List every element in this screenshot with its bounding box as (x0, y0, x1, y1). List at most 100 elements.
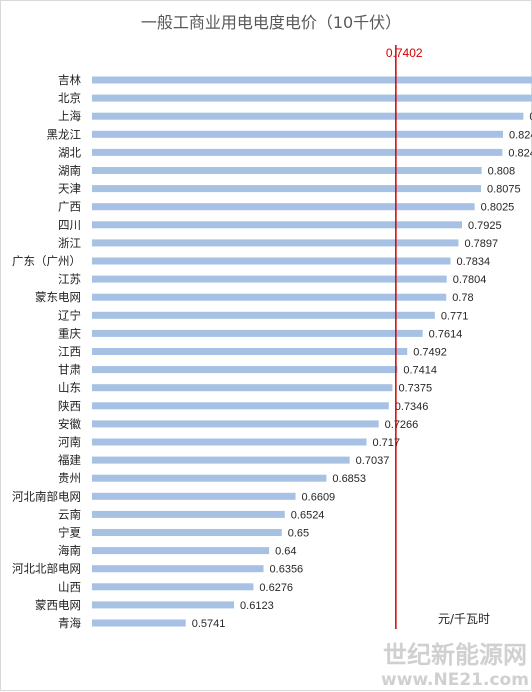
category-label: 河北北部电网 (12, 562, 81, 576)
category-label: 吉林 (58, 73, 81, 87)
bar (92, 492, 296, 500)
bar (92, 547, 270, 555)
bar (92, 601, 235, 609)
category-label: 天津 (58, 182, 81, 196)
category-label: 河北南部电网 (12, 489, 81, 503)
bar (92, 293, 447, 301)
bar (92, 366, 398, 374)
category-label: 福建 (58, 453, 81, 467)
reference-line-label: 0.7402 (386, 46, 423, 60)
bar (92, 420, 379, 428)
category-label: 甘肃 (58, 363, 81, 377)
bar (92, 348, 408, 355)
category-label: 湖北 (58, 145, 81, 159)
value-label: 0.7897 (464, 238, 498, 250)
category-label: 宁夏 (58, 526, 81, 540)
value-label: 0.7925 (468, 220, 502, 232)
category-label: 贵州 (58, 471, 81, 485)
value-label: 0.771 (441, 310, 469, 322)
bar (92, 529, 282, 536)
category-label: 上海 (58, 109, 81, 123)
bar (92, 456, 350, 464)
value-label: 0.841 (529, 111, 532, 123)
category-label: 青海 (58, 616, 81, 630)
value-label: 0.64 (275, 546, 296, 558)
bar (92, 619, 186, 627)
value-label: 0.7037 (356, 455, 390, 467)
bar (92, 185, 481, 193)
bar (92, 329, 423, 337)
category-label: 辽宁 (58, 308, 81, 322)
bars-group (92, 76, 532, 627)
bar (92, 167, 482, 174)
bar (92, 565, 264, 573)
category-label: 云南 (58, 507, 81, 521)
category-label: 安徽 (58, 417, 81, 431)
category-label: 山西 (58, 580, 81, 594)
value-label: 0.808 (488, 166, 516, 178)
category-label: 蒙东电网 (35, 290, 81, 304)
bar (92, 239, 459, 247)
chart-title: 一般工商业用电电度电价（10千伏） (141, 13, 401, 32)
category-label: 浙江 (58, 236, 81, 250)
category-label: 四川 (58, 218, 81, 232)
bar (92, 474, 327, 482)
value-label: 0.6356 (270, 564, 304, 576)
value-label: 0.8244 (508, 147, 532, 159)
value-label: 0.8249 (509, 129, 532, 141)
bar (92, 257, 451, 265)
category-label: 蒙西电网 (35, 598, 81, 612)
bar (92, 384, 393, 392)
bar (92, 583, 254, 591)
category-label: 北京 (58, 91, 81, 105)
value-label: 0.7414 (403, 365, 437, 377)
value-label: 0.6276 (259, 582, 293, 594)
bar (92, 148, 503, 156)
bar (92, 402, 389, 410)
category-label: 山东 (58, 381, 81, 395)
bar (92, 94, 532, 102)
value-label: 0.7375 (398, 383, 432, 395)
value-label: 0.8075 (487, 184, 521, 196)
value-label: 0.6123 (240, 600, 274, 612)
value-label: 0.8025 (481, 202, 515, 214)
category-label: 河南 (58, 435, 81, 449)
bar (92, 275, 447, 283)
value-label: 0.65 (288, 528, 309, 540)
category-label: 海南 (58, 544, 81, 558)
category-label: 黑龙江 (47, 127, 82, 141)
value-label: 0.6853 (332, 473, 366, 485)
bar (92, 76, 532, 84)
bar (92, 311, 435, 319)
category-label: 湖南 (58, 164, 81, 178)
watermark-url-text: www.NE21.com (381, 670, 529, 690)
value-label: 0.7614 (429, 328, 463, 340)
bar (92, 130, 503, 138)
value-label: 0.7266 (385, 419, 419, 431)
category-label: 江苏 (58, 272, 81, 286)
value-label: 0.7492 (413, 347, 447, 359)
category-label: 陕西 (58, 399, 81, 413)
category-label: 江西 (58, 345, 81, 359)
value-label: 0.717 (373, 437, 401, 449)
value-label: 0.7346 (395, 401, 429, 413)
bar (92, 112, 524, 120)
category-label: 广西 (58, 200, 81, 214)
unit-label: 元/千瓦时 (438, 612, 490, 626)
value-label: 0.6609 (302, 491, 336, 503)
value-label: 0.6524 (291, 509, 325, 521)
value-label: 0.5741 (192, 618, 226, 630)
value-label: 0.78 (452, 292, 473, 304)
category-label: 重庆 (58, 326, 81, 340)
category-label: 广东（广州） (12, 254, 81, 268)
value-label: 0.7804 (453, 274, 487, 286)
value-labels-group: 0.87140.85950.8410.82490.82440.8080.8075… (192, 111, 532, 630)
bar (92, 203, 475, 211)
bar (92, 438, 367, 446)
bar (92, 221, 463, 229)
value-label: 0.7834 (457, 256, 491, 268)
bar (92, 510, 285, 518)
watermark-logo-text: 世纪新能源网 (383, 641, 527, 669)
